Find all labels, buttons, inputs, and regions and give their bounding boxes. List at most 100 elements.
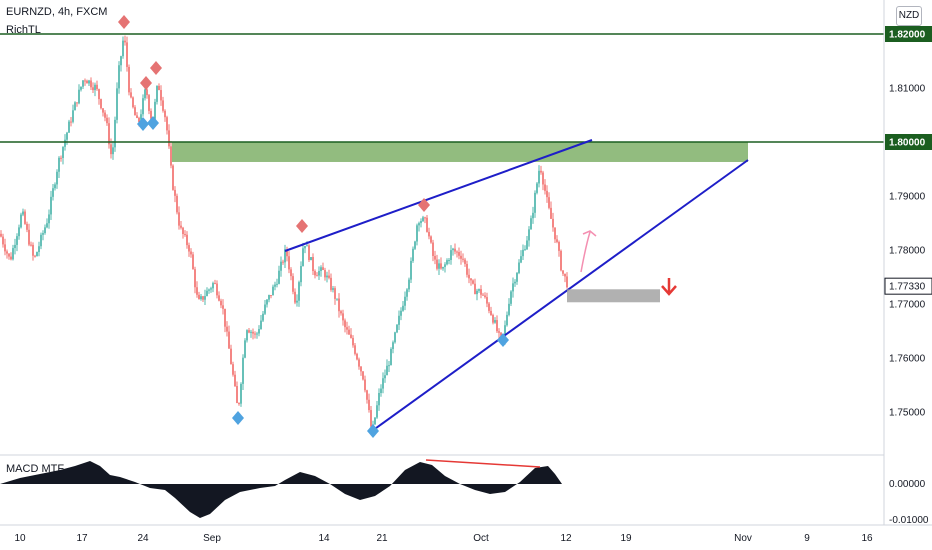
candle-body-106 bbox=[212, 283, 214, 289]
candle-body-247 bbox=[494, 320, 496, 323]
pivot-low-marker-3 bbox=[367, 424, 379, 438]
projection-arrow-path bbox=[580, 231, 591, 273]
candle-body-104 bbox=[208, 289, 210, 291]
candle-body-231 bbox=[462, 258, 464, 260]
candle-body-137 bbox=[274, 284, 276, 287]
macd-label: MACD MTF bbox=[6, 463, 65, 475]
candle-body-141 bbox=[282, 261, 284, 263]
candle-body-163 bbox=[326, 275, 328, 278]
candle-body-84 bbox=[168, 130, 170, 147]
candle-body-32 bbox=[64, 139, 66, 147]
candle-body-47 bbox=[94, 84, 96, 91]
candle-body-44 bbox=[88, 80, 90, 84]
candle-body-282 bbox=[564, 273, 566, 277]
candle-body-202 bbox=[404, 296, 406, 306]
candle-body-121 bbox=[242, 357, 244, 384]
candle-body-122 bbox=[244, 340, 246, 358]
candle-body-3 bbox=[6, 251, 8, 254]
candle-body-70 bbox=[140, 114, 142, 123]
candle-body-182 bbox=[364, 379, 366, 391]
candle-body-277 bbox=[554, 227, 556, 240]
candle-body-100 bbox=[200, 296, 202, 300]
candle-body-16 bbox=[32, 244, 34, 256]
candle-body-140 bbox=[280, 261, 282, 271]
candle-body-62 bbox=[124, 40, 126, 43]
candle-body-88 bbox=[176, 195, 178, 213]
candle-body-30 bbox=[60, 157, 62, 159]
candle-body-159 bbox=[318, 270, 320, 276]
candle-body-160 bbox=[320, 267, 322, 271]
candle-body-55 bbox=[110, 144, 112, 155]
candle-body-232 bbox=[464, 259, 466, 264]
candle-body-134 bbox=[268, 295, 270, 300]
candle-body-64 bbox=[128, 66, 130, 93]
candle-body-245 bbox=[490, 310, 492, 316]
candle-body-214 bbox=[428, 231, 430, 237]
candle-body-238 bbox=[476, 290, 478, 295]
candle-body-110 bbox=[220, 300, 222, 306]
candle-body-155 bbox=[310, 257, 312, 261]
candle-body-4 bbox=[8, 253, 10, 257]
candle-body-237 bbox=[474, 283, 476, 295]
candle-body-77 bbox=[154, 101, 156, 121]
candle-body-174 bbox=[348, 329, 350, 335]
candle-body-15 bbox=[30, 244, 32, 246]
candle-body-200 bbox=[400, 310, 402, 316]
candle-body-111 bbox=[222, 305, 224, 309]
pivot-high-marker-3 bbox=[296, 219, 308, 233]
price-tick-label-7: 1.75000 bbox=[889, 408, 926, 419]
candle-body-59 bbox=[118, 65, 120, 89]
candle-body-218 bbox=[436, 259, 438, 269]
candle-body-0 bbox=[0, 233, 2, 237]
price-tick-label-1: 1.81000 bbox=[889, 84, 926, 95]
candle-body-142 bbox=[284, 249, 286, 263]
candle-body-87 bbox=[174, 189, 176, 196]
candle-body-255 bbox=[510, 291, 512, 304]
candle-body-175 bbox=[350, 334, 352, 338]
candle-body-136 bbox=[272, 286, 274, 296]
candle-body-33 bbox=[66, 132, 68, 140]
candle-body-223 bbox=[446, 260, 448, 265]
candle-body-257 bbox=[514, 281, 516, 284]
candle-body-71 bbox=[142, 98, 144, 115]
candle-body-193 bbox=[386, 365, 388, 376]
candle-body-217 bbox=[434, 255, 436, 260]
projection-arrow-head bbox=[582, 230, 597, 237]
candle-body-23 bbox=[46, 223, 48, 228]
currency-badge[interactable]: NZD bbox=[896, 6, 922, 26]
candle-body-207 bbox=[414, 241, 416, 249]
candle-body-189 bbox=[378, 392, 380, 406]
down-arrow-head bbox=[661, 285, 677, 296]
time-tick-label-6: Oct bbox=[473, 533, 489, 544]
candle-body-39 bbox=[78, 89, 80, 104]
candle-body-119 bbox=[238, 403, 240, 405]
candle-body-105 bbox=[210, 288, 212, 290]
candle-body-270 bbox=[540, 170, 542, 173]
candle-body-224 bbox=[448, 259, 450, 261]
candle-body-11 bbox=[22, 211, 24, 215]
candle-body-283 bbox=[566, 276, 568, 288]
price-tick-label-3: 1.79000 bbox=[889, 192, 926, 203]
target-zone bbox=[567, 289, 660, 303]
candle-body-131 bbox=[262, 313, 264, 321]
pivot-high-marker-2 bbox=[150, 61, 162, 75]
pivot-low-marker-2 bbox=[232, 411, 244, 425]
candle-body-128 bbox=[256, 333, 258, 335]
candle-body-12 bbox=[24, 211, 26, 224]
candle-body-203 bbox=[406, 289, 408, 297]
candle-body-151 bbox=[302, 248, 304, 267]
candle-body-195 bbox=[390, 348, 392, 366]
candle-body-168 bbox=[336, 298, 338, 300]
candle-body-115 bbox=[230, 348, 232, 365]
overlays bbox=[0, 15, 884, 438]
candle-body-63 bbox=[126, 42, 128, 67]
candle-body-179 bbox=[358, 359, 360, 367]
candle-body-34 bbox=[68, 121, 70, 133]
candle-body-235 bbox=[470, 278, 472, 281]
candle-body-82 bbox=[164, 110, 166, 118]
candle-body-113 bbox=[226, 326, 228, 332]
candle-body-7 bbox=[14, 244, 16, 249]
macd-tick-label-1: -0.01000 bbox=[889, 515, 929, 526]
